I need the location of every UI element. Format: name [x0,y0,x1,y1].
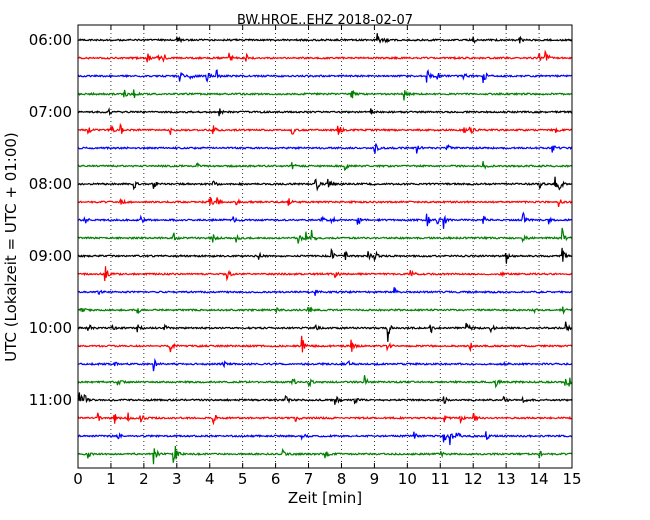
x-tick-label: 15 [562,470,581,488]
seismogram-trace [77,431,573,446]
y-tick-label: 07:00 [29,103,72,121]
seismogram-trace [77,161,573,172]
x-tick-label: 9 [370,470,380,488]
seismogram-trace [77,33,573,44]
x-tick-label: 7 [304,470,314,488]
seismogram-trace [77,266,573,282]
trace-group [77,33,573,465]
seismogram-trace [77,445,573,465]
seismogram-trace [77,247,573,264]
seismogram-trace [77,306,573,316]
seismogram-trace [77,321,573,342]
seismogram-trace [77,89,573,101]
seismogram-trace [77,227,573,244]
x-tick-label: 2 [139,470,149,488]
seismogram-trace [77,392,573,405]
seismogram-trace [77,106,573,117]
y-tick-label: 10:00 [29,319,72,337]
seismogram-trace [77,122,573,135]
x-tick-label: 8 [337,470,347,488]
seismogram-trace [77,335,573,353]
plot-frame [77,24,573,469]
grid-lines [110,25,540,468]
seismogram-trace [77,176,573,192]
x-tick-label: 1 [106,470,116,488]
seismogram-trace [77,412,573,426]
y-tick-label: 06:00 [29,31,72,49]
x-tick-label: 11 [431,470,450,488]
y-tick-label: 09:00 [29,247,72,265]
y-tick-label: 08:00 [29,175,72,193]
x-axis-label: Zeit [min] [288,489,362,507]
x-tick-label: 0 [73,470,83,488]
chart-title: BW.HROE..EHZ 2018-02-07 [237,13,413,28]
seismogram-trace [77,68,573,84]
x-tick-label: 13 [497,470,516,488]
seismogram-trace [77,287,573,296]
seismogram-trace [77,196,573,208]
x-tick-label: 10 [398,470,417,488]
x-axis-ticks: 0 1 2 3 4 5 6 7 8 9 10 11 12 13 14 15 [73,25,582,488]
x-tick-label: 14 [530,470,549,488]
x-tick-label: 3 [172,470,182,488]
y-tick-label: 11:00 [29,391,72,409]
x-tick-label: 6 [271,470,281,488]
y-axis-label: UTC (Lokalzeit = UTC + 01:00) [2,132,20,362]
seismogram-trace [77,357,573,372]
seismogram-trace [77,143,573,154]
x-tick-label: 12 [464,470,483,488]
seismogram-trace [77,211,573,229]
y-axis-ticks: 06:00 07:00 08:00 09:00 10:00 11:00 [29,31,572,409]
seismogram-trace [77,49,573,63]
x-tick-label: 5 [238,470,248,488]
seismogram-trace [77,375,573,389]
x-tick-label: 4 [205,470,215,488]
